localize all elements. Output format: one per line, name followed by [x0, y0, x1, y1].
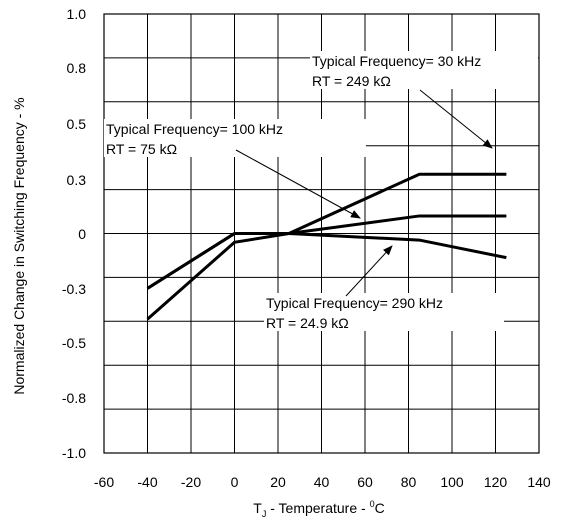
x-axis-title-sup: 0: [370, 499, 375, 509]
annotation-text-line: RT = 249 kΩ: [312, 73, 391, 89]
y-tick-label: 0.3: [67, 172, 87, 188]
annotation-1: Typical Frequency= 30 kHz RT = 249 kΩ: [310, 51, 538, 149]
x-axis-title-sub: J: [262, 509, 267, 519]
series-line-3: [146, 232, 507, 290]
y-tick-label: 1.0: [67, 6, 87, 22]
annotation-2: Typical Frequency= 100 kHz RT = 75 kΩ: [104, 119, 366, 219]
annotation-text-line: Typical Frequency= 290 kHz: [266, 295, 443, 311]
x-tick-label: 0: [231, 474, 239, 490]
annotation-text-line: RT = 75 kΩ: [106, 141, 177, 157]
annotation-background: [264, 293, 504, 331]
plot-frame: [103, 13, 540, 454]
x-axis-title-rest: - Temperature -: [266, 500, 369, 516]
x-tick-label: -20: [181, 474, 201, 490]
x-tick-labels: -60 -40 -20 0 20 40 60 80 100 120 140: [94, 474, 551, 490]
annotation-background: [310, 51, 538, 89]
x-tick-label: 20: [270, 474, 286, 490]
x-axis-title-unit: C: [375, 500, 385, 516]
annotation-arrow: [419, 89, 493, 149]
x-tick-label: 100: [440, 474, 464, 490]
y-tick-label: 0.5: [67, 116, 87, 132]
y-tick-label: 0: [78, 226, 86, 242]
y-tick-labels: 1.0 0.8 0.5 0.3 0 -0.3 -0.5 -0.8 -1.0: [62, 6, 86, 461]
x-tick-label: 120: [484, 474, 508, 490]
series-group: [146, 172, 507, 321]
x-axis-title: TJ - Temperature - 0C: [253, 499, 384, 519]
y-tick-label: -0.5: [62, 335, 86, 351]
y-axis-title: Normalized Change in Switching Frequency…: [11, 97, 27, 394]
annotation-text-line: Typical Frequency= 100 kHz: [106, 121, 283, 137]
annotation-background: [104, 119, 366, 157]
x-tick-label: 40: [314, 474, 330, 490]
y-tick-label: -0.8: [62, 390, 86, 406]
annotation-text-line: RT = 24.9 kΩ: [266, 315, 349, 331]
y-tick-label: -1.0: [62, 445, 86, 461]
x-axis-title-main: T: [253, 500, 262, 516]
x-tick-label: 80: [401, 474, 417, 490]
x-tick-label: 140: [527, 474, 551, 490]
annotation-arrow: [235, 149, 361, 219]
y-tick-label: -0.3: [62, 281, 86, 297]
y-tick-label: 0.8: [67, 60, 87, 76]
annotation-3: Typical Frequency= 290 kHz RT = 24.9 kΩ: [264, 245, 504, 331]
annotation-arrow: [345, 245, 393, 297]
x-tick-label: -40: [137, 474, 157, 490]
x-tick-label: -60: [94, 474, 114, 490]
annotation-text-line: Typical Frequency= 30 kHz: [312, 53, 481, 69]
x-tick-label: 60: [357, 474, 373, 490]
